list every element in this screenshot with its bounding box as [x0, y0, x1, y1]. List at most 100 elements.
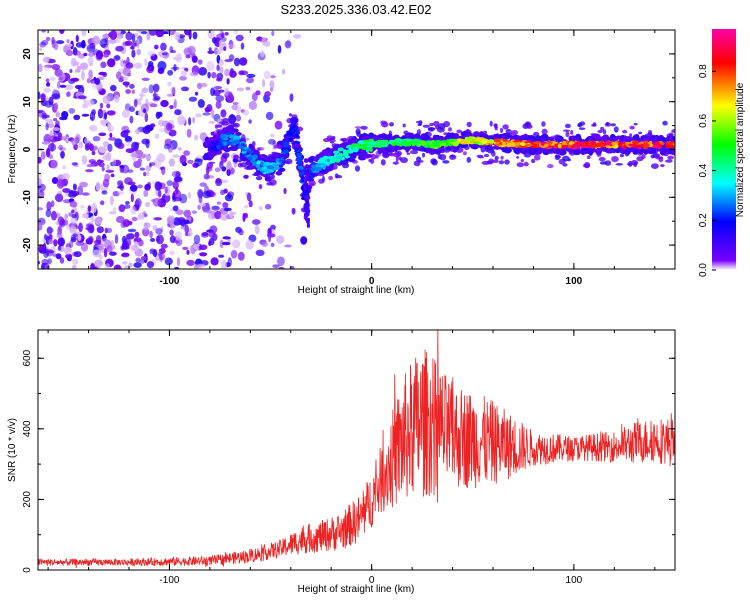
ridge-halo — [264, 175, 272, 182]
halo-blob — [654, 153, 659, 158]
noise-blob — [174, 32, 181, 41]
noise-blob — [174, 109, 182, 116]
noise-blob — [107, 143, 113, 152]
halo-blob — [392, 161, 399, 165]
noise-blob — [146, 32, 151, 41]
halo-blob — [530, 158, 536, 164]
noise-blob — [262, 37, 267, 44]
noise-blob — [43, 87, 51, 93]
noise-blob — [161, 52, 168, 56]
ridge-core — [207, 144, 213, 148]
noise-blob — [143, 108, 147, 113]
noise-blob — [38, 207, 44, 211]
noise-blob — [274, 120, 283, 130]
ridge-core — [346, 149, 351, 154]
noise-blob — [136, 48, 141, 56]
noise-blob — [47, 258, 52, 265]
noise-blob — [123, 129, 131, 134]
ridge-core — [488, 139, 494, 144]
ridge-core — [282, 141, 290, 146]
noise-blob — [45, 78, 50, 83]
ridge-halo — [421, 135, 427, 139]
noise-blob — [199, 202, 206, 207]
ridge-core — [430, 144, 436, 149]
halo-blob — [269, 179, 277, 186]
halo-blob — [629, 125, 635, 130]
x-tick-label: 100 — [566, 276, 583, 287]
noise-blob — [153, 91, 157, 100]
halo-blob — [422, 152, 425, 158]
noise-blob — [103, 53, 109, 58]
ridge-core — [392, 141, 396, 145]
ridge-halo — [207, 137, 215, 142]
halo-blob — [502, 124, 509, 130]
noise-blob — [152, 224, 158, 231]
noise-blob — [207, 30, 215, 39]
noise-blob — [63, 246, 73, 255]
noise-blob — [213, 86, 223, 90]
noise-blob — [122, 67, 132, 77]
noise-blob — [81, 30, 87, 37]
x-tick-label: 100 — [566, 575, 583, 586]
ridge-core — [475, 137, 483, 142]
ridge-core — [263, 166, 267, 171]
noise-blob — [89, 124, 98, 132]
noise-blob — [87, 205, 92, 213]
spectrogram-x-label: Height of straight line (km) — [298, 285, 415, 296]
noise-blob — [172, 205, 179, 212]
noise-blob — [60, 136, 67, 141]
ridge-core — [301, 175, 305, 180]
colorbar-tick-label: 0.8 — [698, 64, 709, 78]
noise-blob — [70, 77, 80, 82]
halo-blob — [288, 113, 293, 117]
noise-blob — [57, 81, 61, 89]
noise-blob — [167, 69, 174, 76]
halo-blob — [598, 157, 606, 162]
halo-blob — [662, 120, 668, 126]
noise-blob — [246, 192, 252, 202]
noise-blob — [82, 103, 88, 109]
noise-blob — [211, 205, 220, 211]
dip-blob — [304, 195, 308, 200]
halo-blob — [636, 156, 644, 162]
noise-blob — [38, 63, 43, 73]
noise-blob — [54, 193, 64, 203]
noise-blob — [184, 224, 189, 234]
ridge-halo — [602, 134, 610, 140]
halo-blob — [622, 129, 628, 134]
noise-blob — [221, 166, 227, 172]
noise-blob — [110, 173, 115, 178]
halo-blob — [633, 123, 638, 126]
noise-blob — [95, 181, 101, 191]
ridge-halo — [671, 136, 675, 140]
noise-blob — [121, 240, 129, 250]
noise-blob — [126, 233, 135, 239]
noise-blob — [110, 84, 117, 92]
ridge-core — [297, 149, 301, 152]
noise-blob — [54, 68, 63, 77]
noise-blob — [170, 50, 177, 54]
noise-blob — [129, 106, 135, 113]
noise-blob — [263, 70, 271, 80]
noise-blob — [106, 164, 110, 171]
noise-blob — [203, 173, 210, 180]
halo-blob — [579, 121, 586, 126]
noise-blob — [207, 50, 215, 55]
ridge-halo — [446, 132, 451, 140]
halo-blob — [285, 158, 293, 165]
noise-blob — [163, 143, 171, 150]
noise-blob — [284, 40, 292, 49]
noise-blob — [89, 224, 94, 233]
noise-blob — [192, 116, 196, 124]
noise-blob — [197, 99, 205, 108]
ridge-core — [557, 143, 562, 149]
halo-blob — [488, 158, 494, 164]
ridge-core — [267, 162, 272, 166]
halo-blob — [218, 121, 225, 124]
halo-blob — [613, 126, 619, 133]
halo-blob — [326, 135, 334, 141]
noise-blob — [76, 65, 81, 73]
ridge-halo — [307, 156, 315, 163]
noise-blob — [148, 30, 158, 36]
noise-blob — [258, 206, 263, 211]
